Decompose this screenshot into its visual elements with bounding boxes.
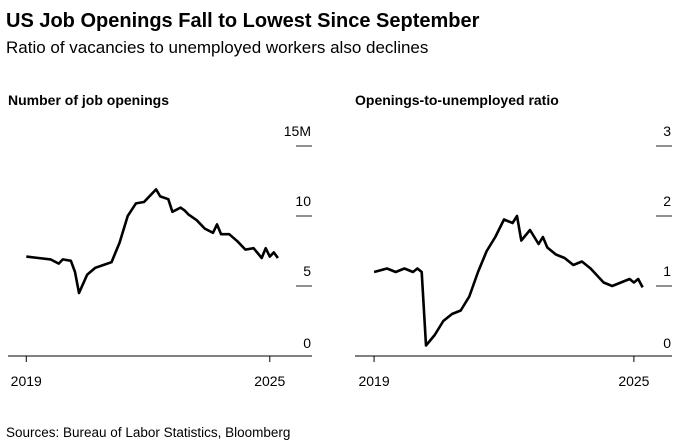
- y-tick-label: 5: [303, 263, 311, 279]
- title: US Job Openings Fall to Lowest Since Sep…: [6, 10, 480, 32]
- x-tick-label: 2019: [11, 373, 42, 389]
- line: [26, 188, 279, 295]
- x-tick-label: 2025: [254, 373, 285, 389]
- panel-title: Number of job openings: [8, 92, 169, 108]
- x-tick-label: 2025: [618, 373, 649, 389]
- source: Sources: Bureau of Labor Statistics, Blo…: [6, 425, 290, 440]
- y-tick-label: 10: [295, 193, 311, 209]
- y-tick-label: 0: [663, 335, 671, 351]
- panel-title: Openings-to-unemployed ratio: [355, 92, 559, 108]
- y-tick-label: 0: [303, 335, 311, 351]
- y-tick-label: 2: [663, 193, 671, 209]
- x-tick-label: 2019: [358, 373, 389, 389]
- y-tick-label: 3: [663, 123, 671, 139]
- line: [373, 214, 644, 347]
- y-tick-label: 1: [663, 263, 671, 279]
- y-tick-label: 15M: [284, 123, 311, 139]
- subtitle: Ratio of vacancies to unemployed workers…: [6, 38, 428, 57]
